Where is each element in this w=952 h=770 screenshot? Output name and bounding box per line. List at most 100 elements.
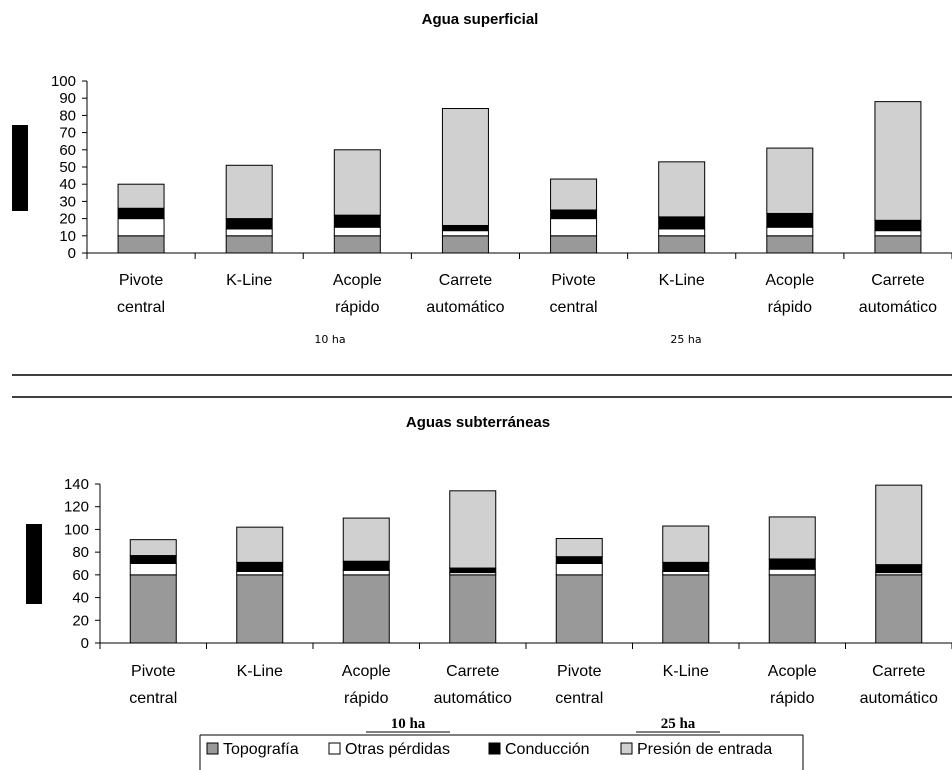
bar-segment-otras-perdidas [768, 568, 816, 576]
chart-title: Aguas subterráneas [406, 414, 550, 431]
y-tick-label: 40 [72, 590, 89, 607]
bar-segment-presion-de-entrada [225, 164, 273, 220]
axes: 0 20 40 60 80 100 120 140 [64, 476, 952, 652]
bars [117, 101, 922, 254]
y-tick-label: 70 [59, 125, 76, 142]
bar-segment-conduccion [449, 567, 497, 574]
group-label: 25 ha [661, 716, 696, 732]
legend-swatch-topografia [206, 742, 219, 755]
bar-segment-conduccion [550, 209, 598, 220]
bar-segment-topografia [441, 235, 489, 254]
bar-segment-presion-de-entrada [874, 101, 922, 221]
bar-segment-otras-perdidas [662, 570, 710, 576]
bars [129, 484, 923, 644]
bar-segment-presion-de-entrada [875, 484, 923, 566]
x-category-label: Acople [342, 663, 391, 680]
x-category-label: K-Line [663, 663, 709, 680]
y-tick-label: 10 [59, 228, 76, 245]
x-category-label: automático [426, 299, 504, 316]
y-tick-label: 120 [64, 499, 89, 516]
x-category-label: Pivote [119, 272, 164, 289]
y-tick-label: 80 [59, 107, 76, 124]
bar-segment-topografia [117, 235, 165, 254]
x-category-label: Carrete [872, 663, 925, 680]
group-labels: 10 ha 25 ha [366, 716, 720, 733]
bar-segment-topografia [236, 574, 284, 644]
group-label: 10 ha [391, 716, 426, 732]
bar-segment-otras-perdidas [236, 570, 284, 576]
legend-swatch-otras-perdidas [328, 742, 341, 755]
bar-segment-topografia [875, 574, 923, 644]
bar-segment-otras-perdidas [342, 569, 390, 576]
group-labels: 10 ha 25 ha [314, 333, 701, 346]
bar-segment-conduccion [662, 561, 710, 572]
bar-segment-topografia [129, 574, 177, 644]
legend-swatch-presion-de-entrada [620, 742, 633, 755]
bar-segment-conduccion [342, 560, 390, 571]
y-tick-label: 140 [64, 476, 89, 493]
bar-segment-presion-de-entrada [658, 161, 706, 218]
bar-segment-topografia [342, 574, 390, 644]
bar-segment-otras-perdidas [658, 228, 706, 237]
legend: Topografía Otras pérdidas Conducción Presió… [199, 734, 804, 770]
x-category-label: K-Line [237, 663, 283, 680]
bar-segment-conduccion [333, 214, 381, 228]
y-tick-label: 60 [59, 142, 76, 159]
bar-segment-topografia [225, 235, 273, 254]
bar-segment-presion-de-entrada [441, 108, 489, 226]
bar-segment-conduccion [117, 207, 165, 220]
y-tick-label: 90 [59, 90, 76, 107]
y-tick-label: 40 [59, 176, 76, 193]
legend-swatch-conduccion [488, 742, 501, 755]
bar-segment-presion-de-entrada [236, 526, 284, 563]
legend-label: Otras pérdidas [345, 741, 450, 758]
bar-segment-presion-de-entrada [449, 490, 497, 569]
x-category-label: rápido [344, 690, 389, 707]
bar-segment-conduccion [236, 561, 284, 572]
chart-agua-superficial: Agua superficial 0102030405060708090100 … [12, 11, 952, 346]
bar-segment-topografia [555, 574, 603, 644]
x-category-label: Pivote [551, 272, 596, 289]
bar-segment-topografia [550, 235, 598, 254]
y-tick-label: 20 [59, 211, 76, 228]
y-tick-label: 100 [64, 521, 89, 538]
bar-segment-topografia [766, 235, 814, 254]
bar-segment-conduccion [441, 224, 489, 232]
bar-segment-conduccion [768, 558, 816, 570]
x-category-label: Pivote [131, 663, 176, 680]
bar-segment-otras-perdidas [766, 226, 814, 237]
x-category-label: automático [434, 690, 512, 707]
bar-segment-topografia [449, 574, 497, 644]
x-category-label: central [550, 299, 598, 316]
axis-label-redacted-bar [26, 524, 42, 604]
bar-segment-conduccion [766, 212, 814, 228]
bar-segment-presion-de-entrada [129, 539, 177, 557]
bar-segment-topografia [333, 235, 381, 254]
bar-segment-topografia [768, 574, 816, 644]
legend-label: Presión de entrada [637, 741, 772, 758]
x-category-label: central [555, 690, 603, 707]
bar-segment-otras-perdidas [225, 228, 273, 237]
x-category-label: central [129, 690, 177, 707]
bar-segment-otras-perdidas [555, 563, 603, 576]
category-labels: Pivote central K-Line Acople rápido Carrete au… [117, 272, 937, 316]
bar-segment-presion-de-entrada [117, 183, 165, 209]
bar-segment-otras-perdidas [117, 218, 165, 237]
bar-segment-presion-de-entrada [768, 516, 816, 560]
x-category-label: Acople [768, 663, 817, 680]
x-category-label: Acople [333, 272, 382, 289]
bar-segment-topografia [658, 235, 706, 254]
bar-segment-presion-de-entrada [766, 147, 814, 214]
y-tick-label: 30 [59, 193, 76, 210]
bar-segment-topografia [662, 574, 710, 644]
chart-aguas-subterraneas: Aguas subterráneas 0 20 40 60 80 100 120 140 Pi… [26, 414, 952, 733]
legend-label: Conducción [505, 741, 590, 758]
bar-segment-conduccion [555, 556, 603, 565]
x-category-label: Acople [765, 272, 814, 289]
x-category-label: automático [859, 299, 937, 316]
group-label: 25 ha [670, 333, 701, 346]
axis-label-redacted-bar [12, 125, 28, 211]
bar-segment-conduccion [875, 564, 923, 574]
